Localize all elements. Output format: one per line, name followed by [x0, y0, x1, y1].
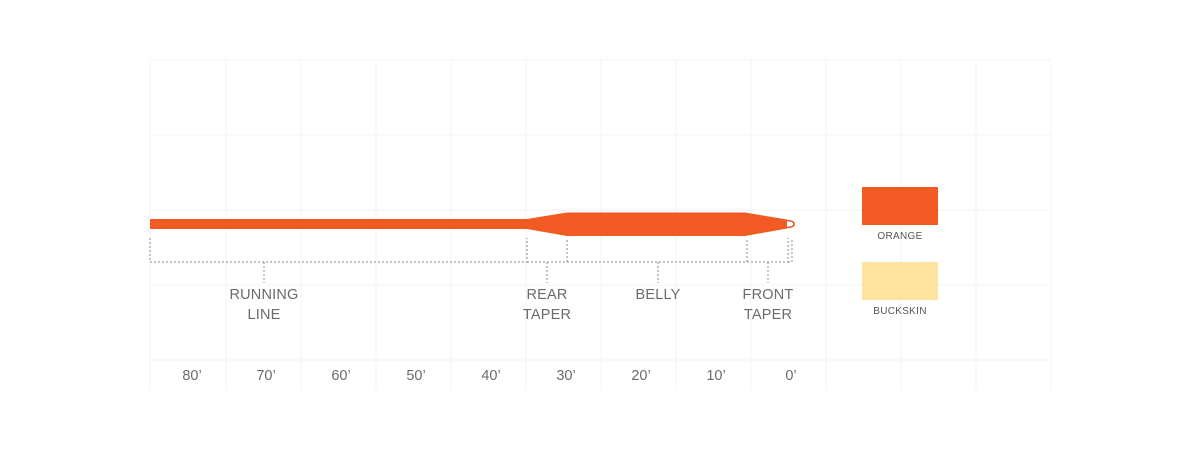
segment-brackets	[149, 238, 793, 283]
segment-label-line-2: TAPER	[522, 307, 572, 323]
segment-label-line-2: TAPER	[743, 307, 793, 323]
segment-label-line-1: FRONT	[742, 287, 794, 303]
scale-label-70: 70’	[256, 368, 276, 384]
scale-label-0: 0’	[785, 368, 797, 384]
scale-label-80: 80’	[182, 368, 202, 384]
scale-label-60: 60’	[331, 368, 351, 384]
segment-label-front-taper: FRONT TAPER	[708, 285, 828, 325]
scale-label-30: 30’	[556, 368, 576, 384]
segment-label-line-1: RUNNING	[229, 287, 299, 303]
running-line-bracket	[149, 238, 528, 263]
fly-line-profile	[150, 212, 787, 236]
segment-label-line-2: LINE	[247, 307, 281, 323]
color-swatch-orange	[862, 187, 938, 225]
scale-label-50: 50’	[406, 368, 426, 384]
scale-label-40: 40’	[481, 368, 501, 384]
background-grid	[149, 59, 1052, 390]
segment-label-running-line: RUNNING LINE	[204, 285, 324, 325]
color-swatch-buckskin	[862, 262, 938, 300]
line-loop-tip	[786, 219, 795, 229]
rear-taper-bracket	[527, 238, 568, 263]
segment-label-line-1: REAR	[526, 287, 568, 303]
tip-bracket	[788, 238, 793, 263]
belly-bracket	[567, 238, 748, 263]
color-label-buckskin: BUCKSKIN	[873, 306, 927, 317]
front-taper-bracket	[747, 238, 789, 263]
segment-label-line-1: BELLY	[635, 287, 681, 303]
scale-label-10: 10’	[706, 368, 726, 384]
segment-label-rear-taper: REAR TAPER	[487, 285, 607, 325]
scale-label-20: 20’	[631, 368, 651, 384]
segment-label-belly: BELLY	[598, 285, 718, 305]
color-label-orange: ORANGE	[877, 231, 923, 242]
